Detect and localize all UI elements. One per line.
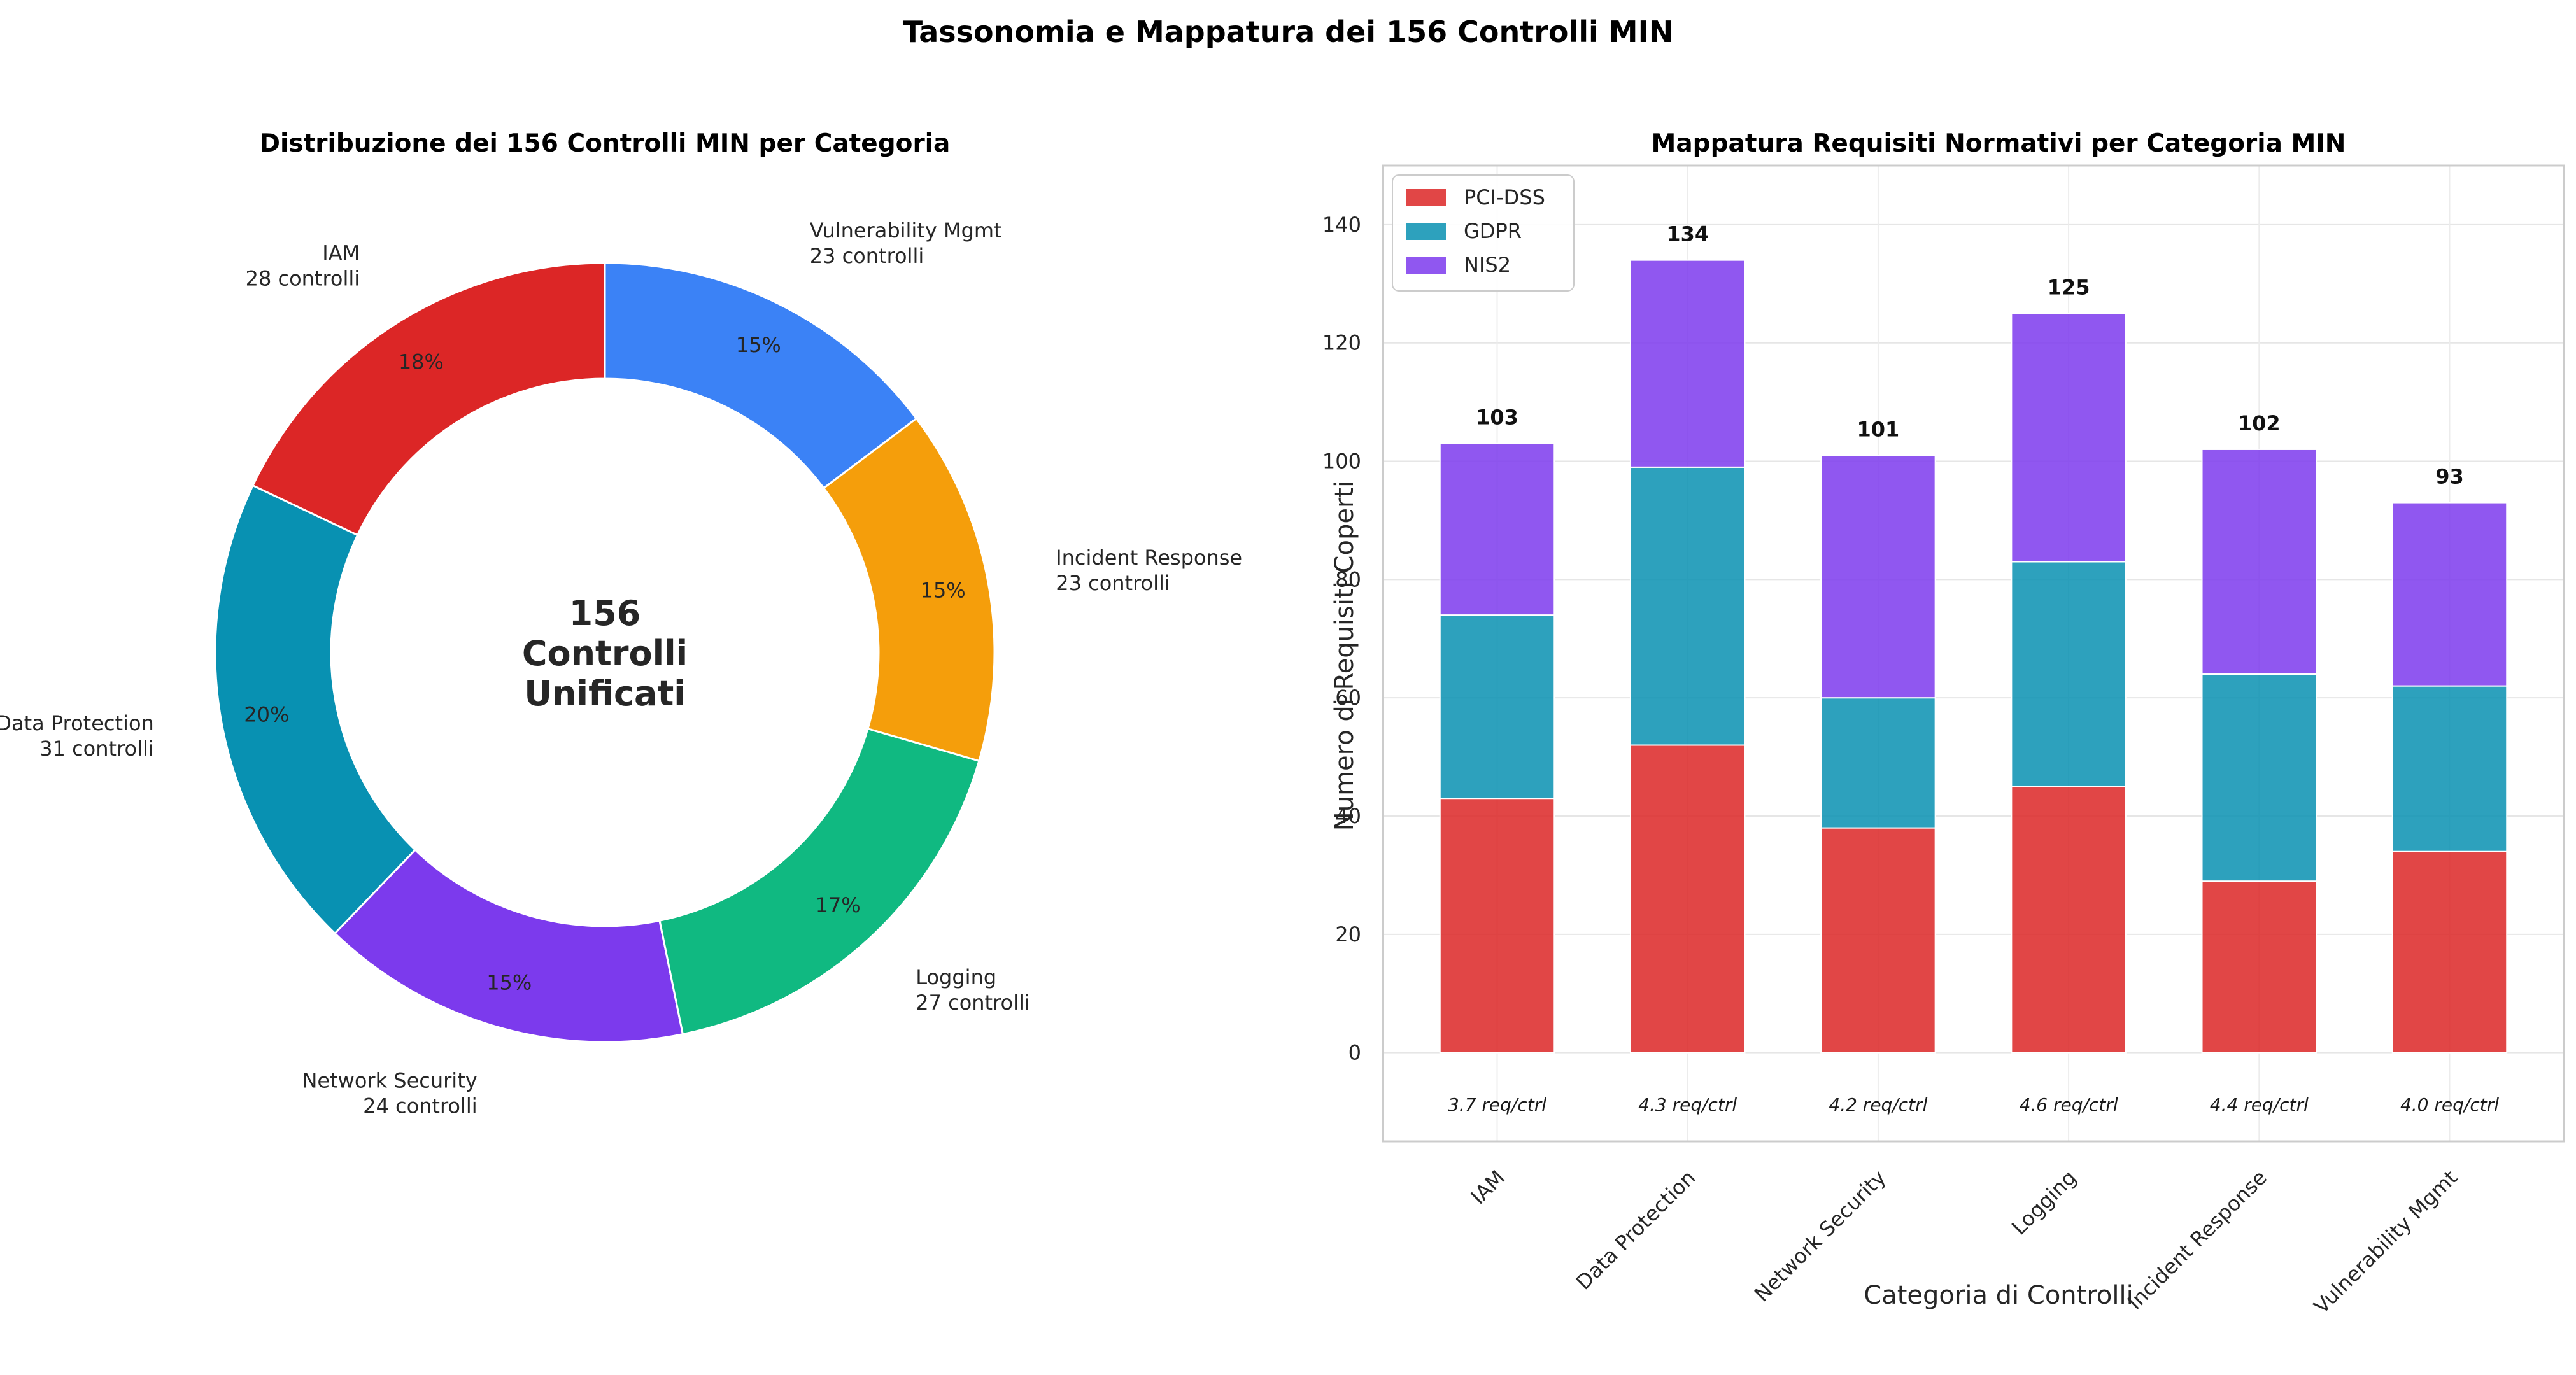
y-tick-label: 120 — [1322, 331, 1361, 355]
bar-pci-dss-vulnerability-mgmt — [2391, 850, 2508, 1054]
legend: PCI-DSS GDPR NIS2 — [1392, 174, 1575, 292]
y-tick-label: 60 — [1335, 686, 1361, 710]
donut-slice-data-protection — [214, 484, 417, 935]
legend-label-pci-dss: PCI-DSS — [1464, 185, 1545, 209]
y-tick-label: 20 — [1335, 922, 1361, 947]
donut-pct-label-incident-response: 15% — [921, 579, 966, 603]
bar-pci-dss-network-security — [1820, 827, 1936, 1054]
legend-label-gdpr: GDPR — [1464, 219, 1522, 243]
bar-pci-dss-iam — [1439, 798, 1555, 1054]
legend-swatch-nis2 — [1406, 257, 1446, 274]
donut-pct-label-iam: 18% — [399, 350, 444, 374]
ratio-label: 4.0 req/ctrl — [2400, 1094, 2499, 1115]
ratio-label: 4.3 req/ctrl — [1638, 1094, 1737, 1115]
ratio-label: 4.4 req/ctrl — [2210, 1094, 2309, 1115]
y-tick-label: 80 — [1335, 567, 1361, 591]
bar-gdpr-incident-response — [2201, 673, 2318, 882]
bar-nis2-vulnerability-mgmt — [2391, 502, 2508, 687]
donut-label-vulnerability-mgmt: Vulnerability Mgmt 23 controlli — [810, 218, 1002, 268]
donut-center-line-2: Controlli — [522, 633, 688, 673]
donut-slice-vulnerability-mgmt — [604, 262, 918, 490]
donut-pct-label-data-protection: 20% — [244, 702, 289, 726]
bar-gdpr-logging — [2011, 561, 2127, 787]
bar-nis2-iam — [1439, 442, 1555, 616]
bar-total-label: 102 — [2238, 411, 2281, 435]
donut-pct-label-vulnerability-mgmt: 15% — [736, 333, 781, 357]
bar-gdpr-network-security — [1820, 697, 1936, 829]
y-tick-label: 0 — [1348, 1041, 1361, 1065]
donut-center-line-1: 156 — [569, 593, 641, 633]
y-tick-label: 40 — [1335, 804, 1361, 828]
donut-label-incident-response: Incident Response 23 controlli — [1056, 546, 1242, 595]
donut-chart: 18% IAM 28 controlli 20% Data Protection 31 c… — [0, 218, 1242, 1118]
donut-center-line-3: Unificati — [524, 673, 686, 714]
bar-total-label: 101 — [1857, 417, 1900, 441]
y-tick-label: 140 — [1322, 213, 1361, 237]
bar-nis2-network-security — [1820, 455, 1936, 699]
bar-chart-title: Mappatura Requisiti Normativi per Catego… — [1652, 129, 2346, 158]
bar-total-label: 103 — [1476, 405, 1518, 430]
figure-title: Tassonomia e Mappatura dei 156 Controlli… — [903, 15, 1673, 49]
donut-pct-label-network-security: 15% — [486, 971, 532, 995]
donut-chart-title: Distribuzione dei 156 Controlli MIN per … — [260, 129, 951, 158]
donut-pct-label-logging: 17% — [816, 893, 861, 917]
bar-nis2-logging — [2011, 313, 2127, 563]
donut-label-data-protection: Data Protection 31 controlli — [0, 711, 154, 761]
bar-total-label: 125 — [2048, 275, 2090, 299]
bar-total-label: 134 — [1666, 222, 1709, 246]
donut-slice-iam — [251, 262, 606, 537]
bar-pci-dss-incident-response — [2201, 880, 2318, 1054]
bar-total-label: 93 — [2435, 465, 2464, 489]
donut-chart-panel: Distribuzione dei 156 Controlli MIN per … — [0, 129, 1242, 1118]
ratio-label: 3.7 req/ctrl — [1448, 1094, 1546, 1115]
legend-label-nis2: NIS2 — [1464, 253, 1511, 277]
ratio-label: 4.6 req/ctrl — [2020, 1094, 2118, 1115]
bar-nis2-data-protection — [1629, 259, 1746, 468]
y-tick-label: 100 — [1322, 449, 1361, 474]
bar-gdpr-vulnerability-mgmt — [2391, 685, 2508, 852]
donut-label-iam: IAM 28 controlli — [246, 241, 360, 290]
bar-gdpr-iam — [1439, 614, 1555, 800]
donut-slice-logging — [658, 727, 980, 1036]
bar-chart-panel: Mappatura Requisiti Normativi per Catego… — [1322, 129, 2565, 1318]
legend-swatch-gdpr — [1406, 223, 1446, 240]
bar-nis2-incident-response — [2201, 448, 2318, 675]
bar-gdpr-data-protection — [1629, 466, 1746, 746]
ratio-label: 4.2 req/ctrl — [1829, 1094, 1927, 1115]
plot-frame — [1382, 164, 2565, 1143]
x-axis-label: Categoria di Controlli — [1864, 1281, 2133, 1310]
donut-label-logging: Logging 27 controlli — [916, 965, 1030, 1015]
donut-label-network-security: Network Security 24 controlli — [302, 1069, 477, 1118]
plot-area — [1383, 166, 2564, 1141]
bar-pci-dss-data-protection — [1629, 744, 1746, 1054]
legend-swatch-pci-dss — [1406, 189, 1446, 206]
y-axis-label: Numero di Requisiti Coperti — [1330, 481, 1359, 831]
bar-pci-dss-logging — [2011, 786, 2127, 1054]
